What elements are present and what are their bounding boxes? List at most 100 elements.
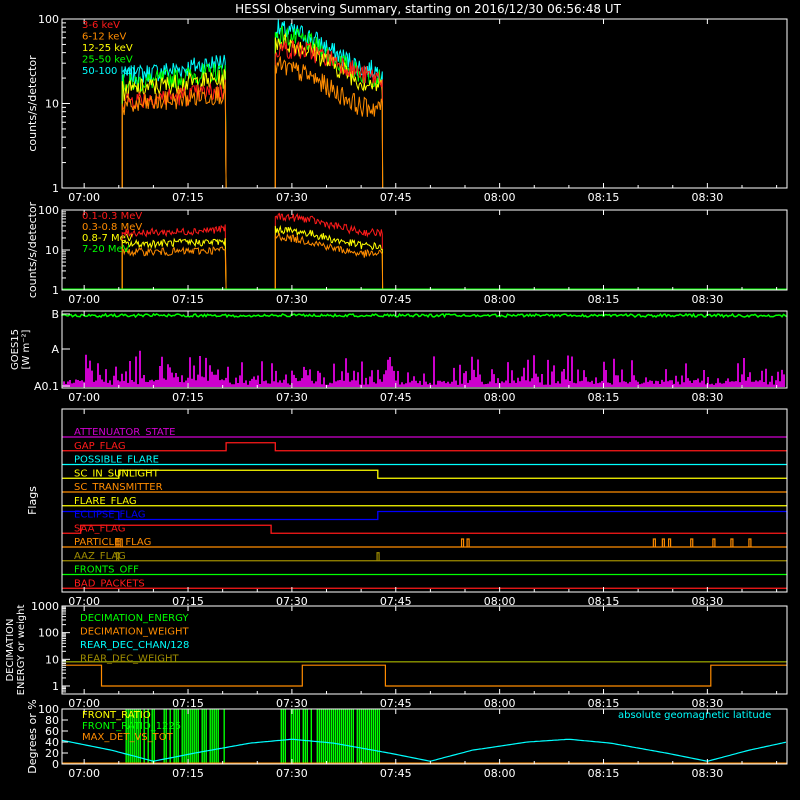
flag-label: SC_TRANSMITTER	[74, 482, 163, 493]
y-axis-label: Flags	[26, 486, 39, 515]
time-tick-label: 08:15	[588, 767, 620, 780]
time-tick-label: 07:45	[380, 293, 412, 306]
y-tick-label: 100	[38, 13, 59, 26]
y-tick-label: 80	[45, 714, 59, 727]
time-tick-label: 07:00	[68, 391, 100, 404]
time-tick-label: 08:00	[484, 293, 516, 306]
flag-spikes	[115, 538, 752, 547]
legend-entry: REAR_DEC_CHAN/128	[80, 640, 189, 651]
annotation-geomagnetic-latitude: absolute geomagnetic latitude	[618, 710, 771, 721]
flag-label: AAZ_FLAG	[74, 551, 126, 562]
y-axis-label: DECIMATION	[5, 618, 16, 681]
y-tick-label: 100	[38, 703, 59, 716]
time-tick-label: 07:45	[380, 767, 412, 780]
y-tick-label: A	[51, 343, 59, 356]
flag-label: ATTENUATOR_STATE	[74, 427, 175, 438]
flag-label: SC_IN_SUNLIGHT	[74, 468, 160, 479]
time-tick-label: 07:00	[68, 595, 100, 608]
time-tick-label: 07:45	[380, 595, 412, 608]
legend-entry: FRONT_RATIO	[82, 710, 151, 721]
flag-line	[62, 442, 787, 452]
y-axis-label: [W m⁻²]	[21, 329, 32, 369]
legend-entry: DECIMATION_WEIGHT	[80, 627, 189, 638]
series-line-0.8-7-MeV	[121, 224, 384, 291]
flag-line	[62, 469, 787, 479]
time-tick-label: 08:30	[692, 293, 724, 306]
time-tick-label: 08:00	[484, 595, 516, 608]
time-tick-label: 08:00	[484, 697, 516, 710]
panel-frame	[61, 605, 788, 695]
time-tick-label: 07:15	[172, 391, 204, 404]
time-tick-label: 08:30	[692, 595, 724, 608]
y-axis-label: counts/s/detector	[26, 201, 39, 298]
time-tick-label: 08:00	[484, 191, 516, 204]
time-tick-label: 07:30	[276, 391, 308, 404]
y-tick-label: 100	[38, 204, 59, 217]
time-tick-label: 07:15	[172, 191, 204, 204]
legend-entry: 12-25 keV	[82, 43, 133, 54]
flag-label: SAA_FLAG	[74, 523, 125, 534]
time-tick-label: 08:15	[588, 391, 620, 404]
legend-entry: 25-50 keV	[82, 55, 133, 66]
y-tick-label: 1	[52, 680, 59, 693]
legend-entry: 6-12 keV	[82, 32, 126, 43]
decimation-line	[62, 664, 787, 687]
legend-entry: FRONT_RATIO_1225	[82, 721, 181, 732]
time-tick-label: 07:30	[276, 595, 308, 608]
y-tick-label: 1	[52, 284, 59, 297]
time-tick-label: 07:15	[172, 767, 204, 780]
flag-label: PARTICLE_FLAG	[74, 537, 151, 548]
legend-entry: 7-20 MeV	[82, 244, 130, 255]
y-axis-label: ENERGY or weight	[16, 605, 27, 696]
y-axis-label: counts/s/detector	[26, 55, 39, 152]
flag-line	[61, 510, 788, 521]
legend-entry: DECIMATION_ENERGY	[80, 613, 189, 624]
y-axis-label: GOES15	[10, 329, 21, 370]
legend-entry: 0.3-0.8 MeV	[82, 222, 142, 233]
panel-frame	[61, 408, 788, 593]
time-tick-label: 08:15	[588, 595, 620, 608]
time-tick-label: 08:15	[588, 697, 620, 710]
y-tick-label: 100	[38, 627, 59, 640]
y-tick-label: 60	[45, 725, 59, 738]
time-tick-label: 08:15	[588, 293, 620, 306]
y-tick-label: 20	[45, 747, 59, 760]
flag-label: FRONTS_OFF	[74, 565, 139, 576]
flag-label: POSSIBLE_FLARE	[74, 455, 159, 466]
y-tick-label: 10	[45, 653, 59, 666]
time-tick-label: 07:15	[172, 293, 204, 306]
time-tick-label: 07:15	[172, 697, 204, 710]
time-tick-label: 07:30	[276, 767, 308, 780]
y-tick-label: 0	[52, 758, 59, 771]
y-tick-label: B	[51, 308, 59, 321]
goes-short-trace	[63, 350, 785, 387]
time-tick-label: 07:30	[276, 293, 308, 306]
time-tick-label: 08:00	[484, 391, 516, 404]
series-line-6-12-keV	[121, 56, 384, 189]
legend-entry: 0.1-0.3 MeV	[82, 211, 142, 222]
time-tick-label: 08:30	[692, 697, 724, 710]
series-line-0.3-0.8-MeV	[121, 232, 384, 291]
legend-entry: 3-6 keV	[82, 20, 120, 31]
y-tick-label: 10	[45, 98, 59, 111]
flag-label: ECLIPSE_FLAG	[74, 510, 145, 521]
geomagnetic-latitude-line	[61, 738, 787, 762]
time-tick-label: 07:00	[68, 767, 100, 780]
legend-entry: REAR_DEC_WEIGHT	[80, 654, 179, 665]
flag-spikes	[116, 552, 380, 561]
y-tick-label: 10	[45, 244, 59, 257]
flag-label: FLARE_FLAG	[74, 496, 137, 507]
flag-label: GAP_FLAG	[74, 441, 126, 452]
time-tick-label: 07:00	[68, 191, 100, 204]
series-line-0.1-0.3-MeV	[121, 212, 384, 291]
time-tick-label: 08:00	[484, 767, 516, 780]
series-line-3-6-keV	[121, 40, 384, 189]
time-tick-label: 07:45	[380, 391, 412, 404]
panel-frame	[61, 708, 788, 765]
flag-line	[62, 524, 787, 534]
time-tick-label: 07:45	[380, 697, 412, 710]
legend-entry: 0.8-7 MeV	[82, 233, 133, 244]
y-tick-label: 40	[45, 736, 59, 749]
panel-frame	[61, 209, 788, 291]
